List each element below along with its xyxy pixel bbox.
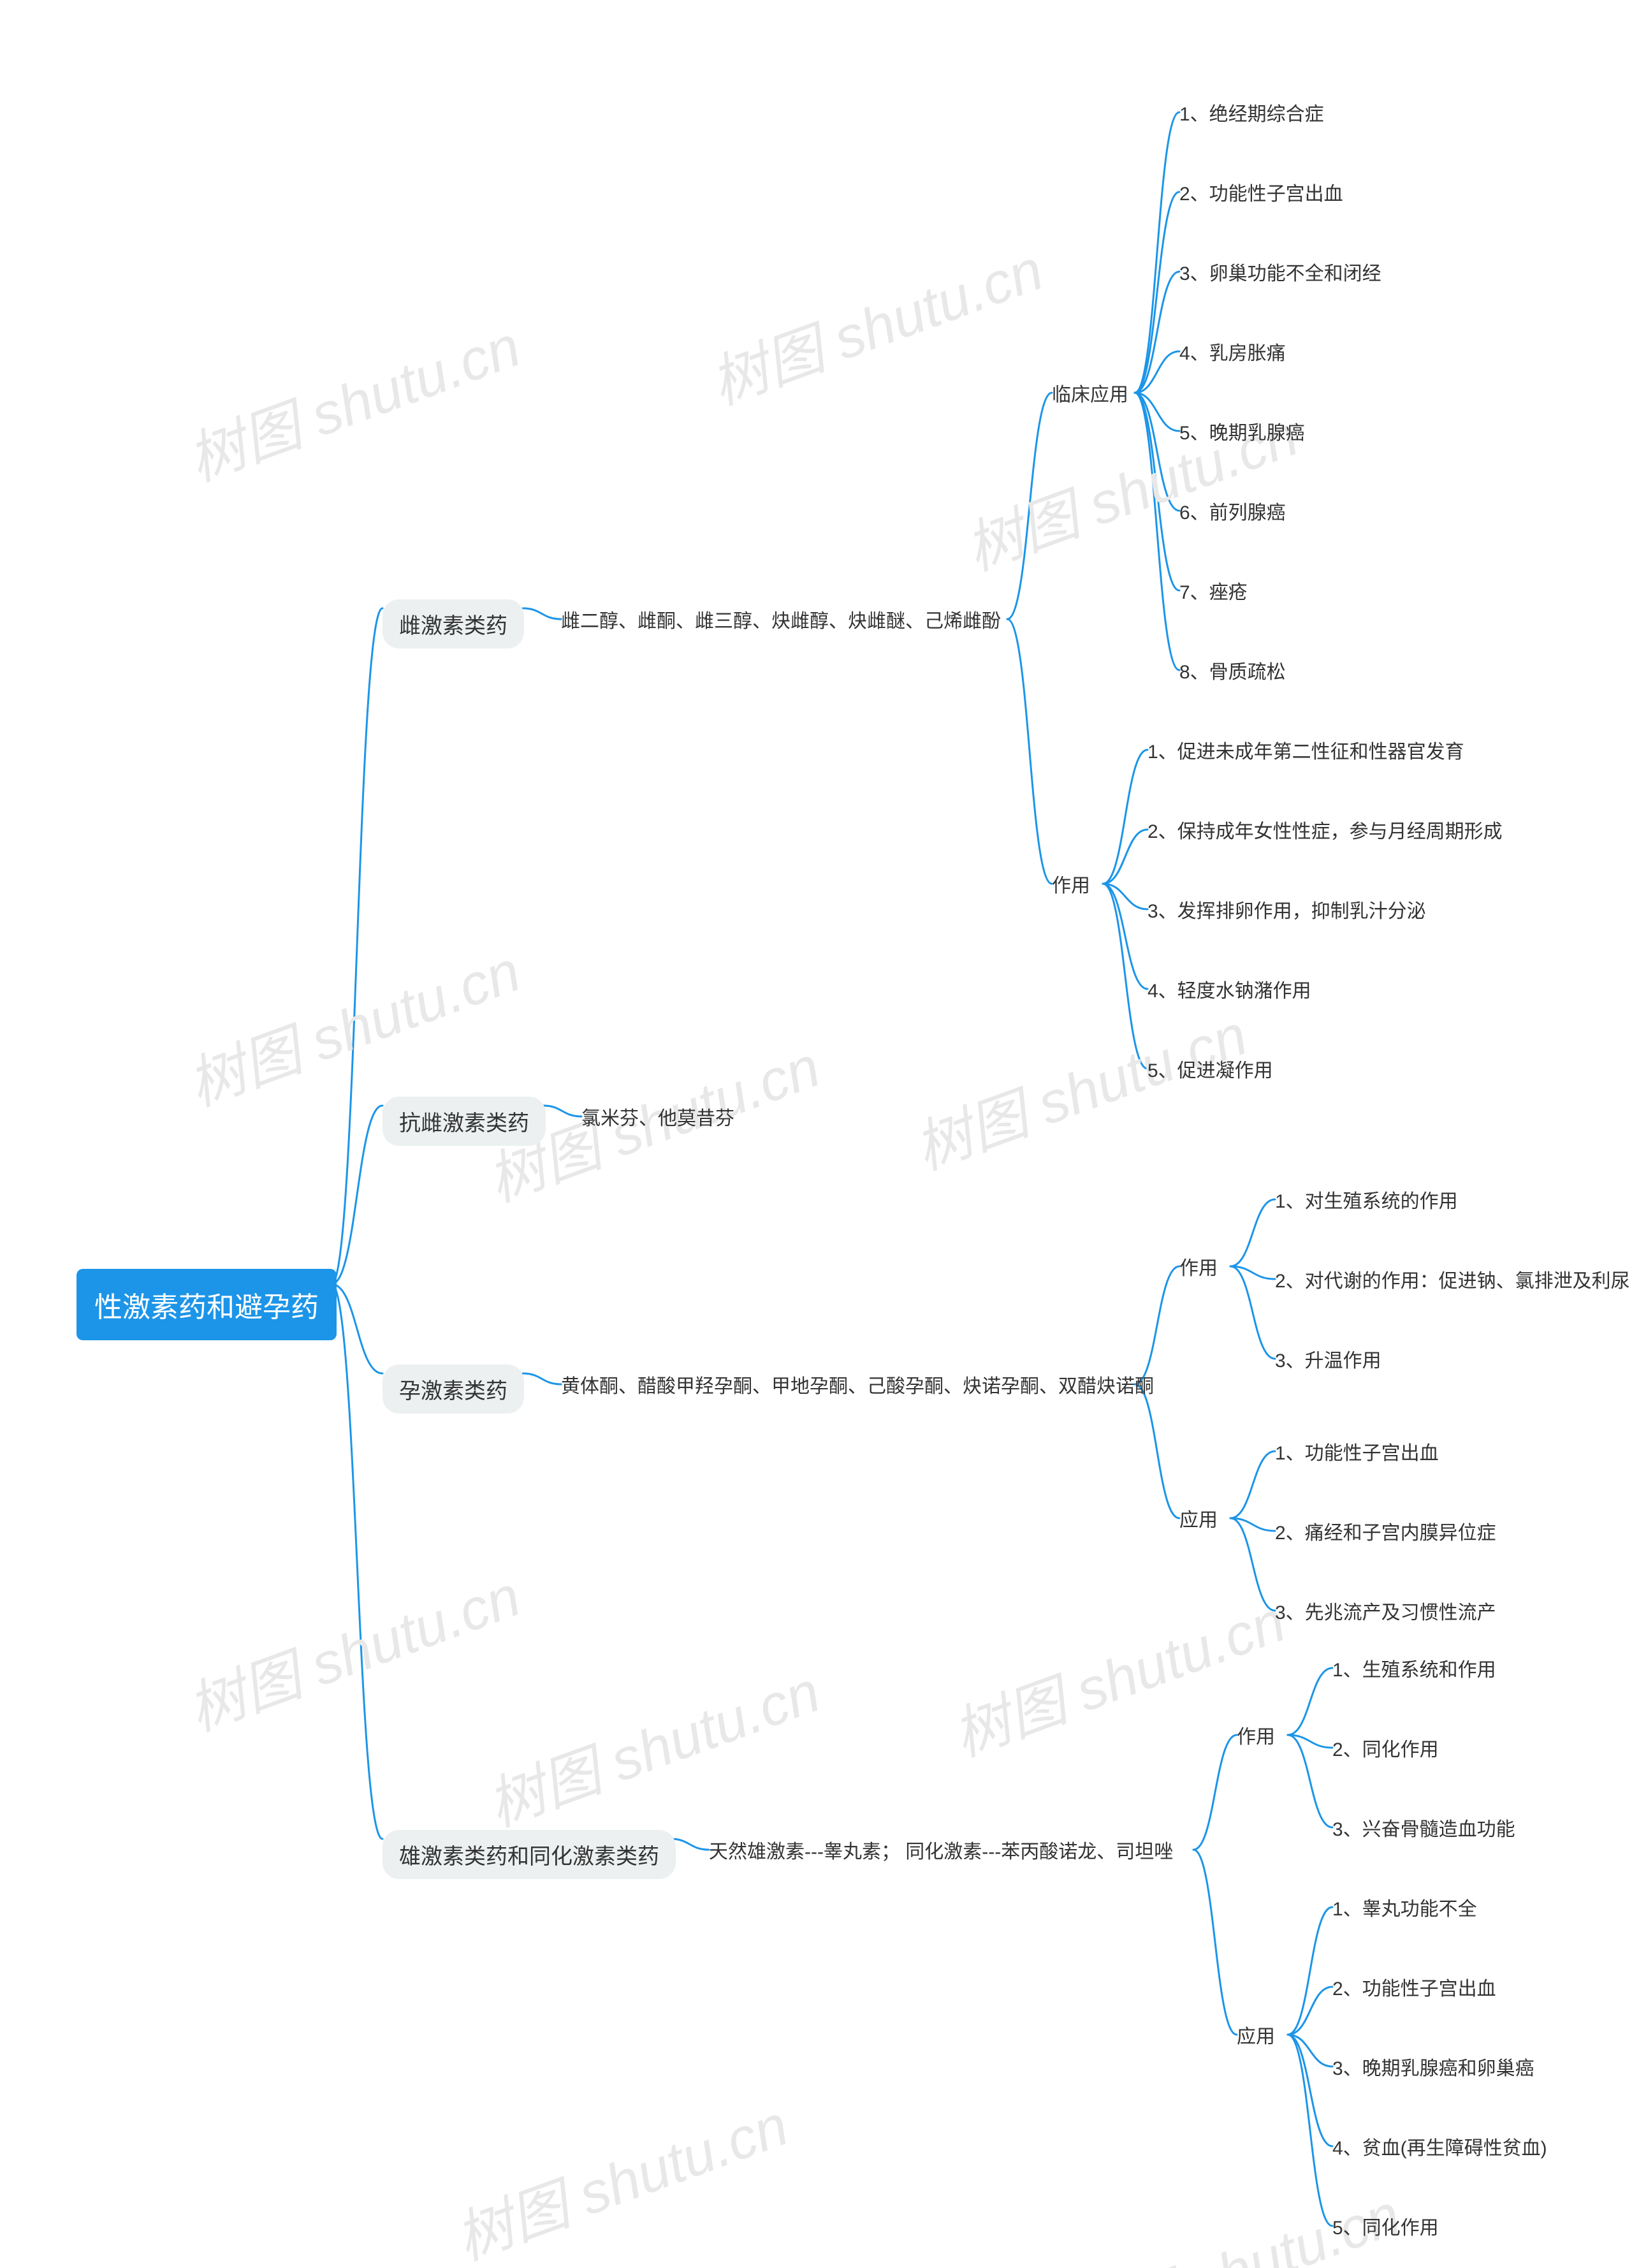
mindmap-node[interactable]: 黄体酮、醋酸甲羟孕酮、甲地孕酮、己酸孕酮、炔诺孕酮、双醋炔诺酮: [561, 1371, 1135, 1398]
mindmap-edge: [1288, 1735, 1332, 1748]
mindmap-node[interactable]: 1、睾丸功能不全: [1332, 1894, 1498, 1920]
watermark: 树图 shutu.cn: [442, 2079, 798, 2268]
mindmap-edge: [1103, 830, 1148, 884]
mindmap-node[interactable]: 2、功能性子宫出血: [1332, 1973, 1517, 2000]
mindmap-edge: [1135, 351, 1179, 393]
mindmap-edge: [1288, 1987, 1332, 2035]
mindmap-edge: [1103, 750, 1148, 884]
mindmap-edge: [1135, 393, 1179, 511]
mindmap-node[interactable]: 4、贫血(再生障碍性贫血): [1332, 2133, 1562, 2160]
mindmap-node[interactable]: 5、同化作用: [1332, 2213, 1454, 2239]
mindmap-node[interactable]: 性激素药和避孕药: [76, 1269, 337, 1340]
mindmap-edge: [543, 1106, 581, 1116]
mindmap-node[interactable]: 2、痛经和子宫内膜异位症: [1275, 1518, 1511, 1544]
mindmap-node[interactable]: 2、同化作用: [1332, 1734, 1454, 1761]
mindmap-edge: [332, 1284, 382, 1373]
mindmap-node[interactable]: 8、骨质疏松: [1179, 657, 1300, 684]
mindmap-node[interactable]: 2、保持成年女性性症，参与月经周期形成: [1148, 816, 1511, 843]
mindmap-node[interactable]: 作用: [1052, 870, 1103, 897]
edge-layer: [0, 0, 1632, 2268]
mindmap-edge: [1135, 1266, 1179, 1384]
mindmap-edge: [1193, 1735, 1237, 1850]
mindmap-edge: [1230, 1266, 1275, 1359]
mindmap-edge: [1288, 1668, 1332, 1735]
mindmap-node[interactable]: 4、轻度水钠潴作用: [1148, 976, 1326, 1002]
mindmap-node[interactable]: 3、发挥排卵作用，抑制乳汁分泌: [1148, 896, 1441, 923]
mindmap-node[interactable]: 1、绝经期综合症: [1179, 99, 1345, 126]
watermark: 树图 shutu.cn: [175, 300, 530, 497]
mindmap-node[interactable]: 3、卵巢功能不全和闭经: [1179, 258, 1390, 285]
mindmap-edge: [1135, 393, 1179, 431]
mindmap-node[interactable]: 3、晚期乳腺癌和卵巢癌: [1332, 2053, 1549, 2080]
mindmap-node[interactable]: 5、促进凝作用: [1148, 1055, 1288, 1082]
mindmap-edge: [1007, 393, 1052, 619]
mindmap-node[interactable]: 1、功能性子宫出血: [1275, 1438, 1460, 1465]
mindmap-edge: [1103, 884, 1148, 909]
mindmap-edge: [1230, 1199, 1275, 1266]
mindmap-edge: [1135, 393, 1179, 590]
mindmap-edge: [1007, 619, 1052, 884]
mindmap-edge: [1135, 112, 1179, 393]
mindmap-edge: [332, 608, 382, 1284]
mindmap-edge: [1230, 1518, 1275, 1531]
mindmap-node[interactable]: 氯米芬、他莫昔芬: [581, 1103, 760, 1130]
mindmap-node[interactable]: 2、对代谢的作用：促进钠、氯排泄及利尿: [1275, 1266, 1632, 1292]
mindmap-edge: [1103, 884, 1148, 1069]
watermark: 树图 shutu.cn: [175, 925, 530, 1122]
watermark: 树图 shutu.cn: [697, 224, 1053, 421]
mindmap-edge: [1103, 884, 1148, 989]
mindmap-edge: [1135, 192, 1179, 393]
mindmap-edge: [332, 1106, 382, 1284]
mindmap-edge: [523, 1373, 561, 1384]
mindmap-node[interactable]: 1、生殖系统和作用: [1332, 1655, 1511, 1681]
mindmap-edge: [1230, 1451, 1275, 1518]
watermark: 树图 shutu.cn: [901, 989, 1257, 1186]
mindmap-node[interactable]: 雌激素类药: [382, 599, 524, 648]
mindmap-node[interactable]: 雄激素类药和同化激素类药: [382, 1830, 676, 1879]
mindmap-node[interactable]: 应用: [1179, 1505, 1230, 1532]
mindmap-node[interactable]: 5、晚期乳腺癌: [1179, 418, 1320, 444]
mindmap-edge: [1135, 272, 1179, 393]
mindmap-node[interactable]: 3、升温作用: [1275, 1345, 1396, 1372]
mindmap-node[interactable]: 孕激素类药: [382, 1364, 524, 1414]
mindmap-edge: [1288, 1735, 1332, 1827]
mindmap-node[interactable]: 3、兴奋骨髓造血功能: [1332, 1814, 1530, 1841]
mindmap-edge: [332, 1284, 382, 1839]
mindmap-edge: [523, 608, 561, 619]
mindmap-edge: [1135, 393, 1179, 670]
mindmap-node[interactable]: 抗雌激素类药: [382, 1097, 546, 1146]
mindmap-node[interactable]: 作用: [1237, 1722, 1288, 1748]
mindmap-edge: [1135, 1384, 1179, 1518]
mindmap-edge: [1288, 2035, 1332, 2146]
mindmap-node[interactable]: 3、先兆流产及习惯性流产: [1275, 1597, 1511, 1624]
mindmap-edge: [1288, 2035, 1332, 2226]
watermark: 树图 shutu.cn: [175, 1550, 530, 1747]
mindmap-node[interactable]: 雌二醇、雌酮、雌三醇、炔雌醇、炔雌醚、己烯雌酚: [561, 606, 1007, 633]
mindmap-edge: [1230, 1266, 1275, 1279]
mindmap-node[interactable]: 作用: [1179, 1253, 1230, 1280]
watermark: 树图 shutu.cn: [474, 1646, 829, 1843]
mindmap-node[interactable]: 7、痤疮: [1179, 577, 1269, 604]
mindmap-node[interactable]: 应用: [1237, 2021, 1288, 2048]
mindmap-edge: [671, 1839, 709, 1850]
mindmap-node[interactable]: 天然雄激素---睾丸素； 同化激素---苯丙酸诺龙、司坦唑: [709, 1836, 1193, 1863]
mindmap-edge: [1230, 1518, 1275, 1611]
mindmap-node[interactable]: 1、对生殖系统的作用: [1275, 1186, 1473, 1213]
mindmap-canvas: 树图 shutu.cn树图 shutu.cn树图 shutu.cn树图 shut…: [0, 0, 1632, 2268]
mindmap-edge: [1288, 2035, 1332, 2067]
mindmap-edge: [1193, 1850, 1237, 2035]
mindmap-node[interactable]: 2、功能性子宫出血: [1179, 179, 1364, 205]
mindmap-edge: [1288, 1907, 1332, 2035]
mindmap-node[interactable]: 1、促进未成年第二性征和性器官发育: [1148, 736, 1479, 763]
mindmap-node[interactable]: 临床应用: [1052, 379, 1135, 406]
mindmap-node[interactable]: 6、前列腺癌: [1179, 497, 1300, 524]
mindmap-node[interactable]: 4、乳房胀痛: [1179, 338, 1300, 365]
